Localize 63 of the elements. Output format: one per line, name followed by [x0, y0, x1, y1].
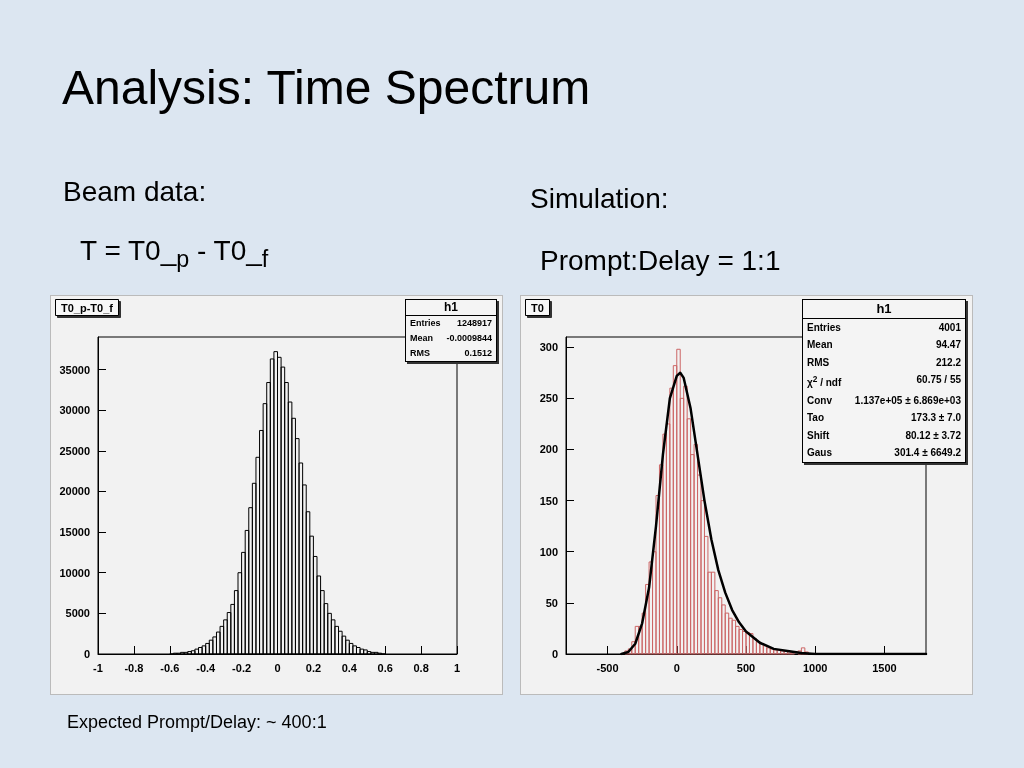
text: Analysis: Time Spectrum	[62, 60, 591, 115]
y-tick-label: 250	[539, 392, 558, 405]
x-tick-label: 0	[673, 661, 680, 674]
annotation: Mean	[807, 338, 833, 352]
y-tick-label: 30000	[59, 404, 90, 417]
y-tick-label: 0	[551, 648, 558, 660]
y-tick-label: 100	[539, 545, 558, 558]
annotation: Conv	[807, 393, 832, 408]
annotation: 60.75 / 55	[916, 373, 961, 387]
text: Entries	[410, 317, 441, 330]
x-tick-label: 500	[736, 661, 756, 674]
x-tick-label: 0.4	[341, 661, 358, 674]
text: Prompt:Delay = 1:1	[540, 245, 781, 277]
annotation: Gaus	[807, 446, 833, 461]
x-tick-label: 0.6	[377, 661, 393, 674]
y-tick-label: 25000	[59, 444, 90, 457]
annotation: RMS	[410, 347, 430, 360]
x-tick-label: 0.2	[305, 661, 322, 674]
annotation: Mean	[410, 332, 434, 345]
chart-title: T0	[531, 301, 544, 314]
y-tick-label: 35000	[59, 363, 90, 376]
text: Simulation:	[530, 183, 669, 215]
x-tick-label: -0.6	[160, 661, 180, 674]
text: h1	[803, 300, 965, 319]
y-tick-label: 0	[83, 648, 90, 660]
text: T = T0_$_{p}$ - T0_$_{f}$	[80, 235, 269, 273]
text: Expected Prompt/Delay: ~ 400:1	[67, 712, 327, 733]
y-tick-label: 5000	[65, 607, 90, 620]
annotation: 80.12 ± 3.72	[905, 428, 961, 443]
chart-title: T0_p-T0_f	[61, 301, 114, 314]
y-tick-label: 300	[539, 341, 558, 354]
annotation: 301.4 ± 6649.2	[894, 446, 961, 461]
x-tick-label: -0.8	[124, 661, 144, 674]
x-tick-label: -0.2	[232, 661, 252, 674]
text: Beam data:	[63, 176, 207, 208]
x-tick-label: -1	[93, 661, 103, 674]
annotation: 1.137e+05 ± 6.869e+03	[854, 393, 961, 408]
x-tick-label: 1500	[872, 661, 897, 674]
text: 0.1512	[464, 347, 492, 360]
y-tick-label: 15000	[59, 526, 90, 539]
y-tick-label: 10000	[59, 566, 90, 579]
annotation: Shift	[807, 428, 830, 443]
x-tick-label: -0.4	[196, 661, 217, 674]
y-tick-label: 200	[539, 443, 558, 456]
text: h1	[406, 300, 496, 316]
text: 1248917	[456, 317, 492, 330]
annotation: RMS	[807, 355, 830, 370]
y-tick-label: 20000	[59, 485, 90, 498]
text: 212.2	[935, 355, 961, 370]
text: 4001	[938, 320, 961, 335]
x-tick-label: 0.8	[413, 661, 429, 674]
text: 94.47	[935, 338, 961, 352]
annotation: 173.3 ± 7.0	[911, 411, 961, 426]
y-tick-label: 50	[545, 596, 558, 609]
x-tick-label: 0	[274, 661, 281, 674]
text: Entries	[807, 320, 841, 335]
x-tick-label: 1	[453, 661, 461, 674]
y-tick-label: 150	[539, 494, 558, 507]
x-tick-label: 1000	[802, 661, 828, 674]
annotation: Tao	[807, 411, 825, 426]
x-tick-label: -500	[596, 661, 619, 674]
annotation: -0.0009844	[446, 332, 492, 345]
annotation: χ$^{2}$ / ndf	[807, 373, 842, 391]
